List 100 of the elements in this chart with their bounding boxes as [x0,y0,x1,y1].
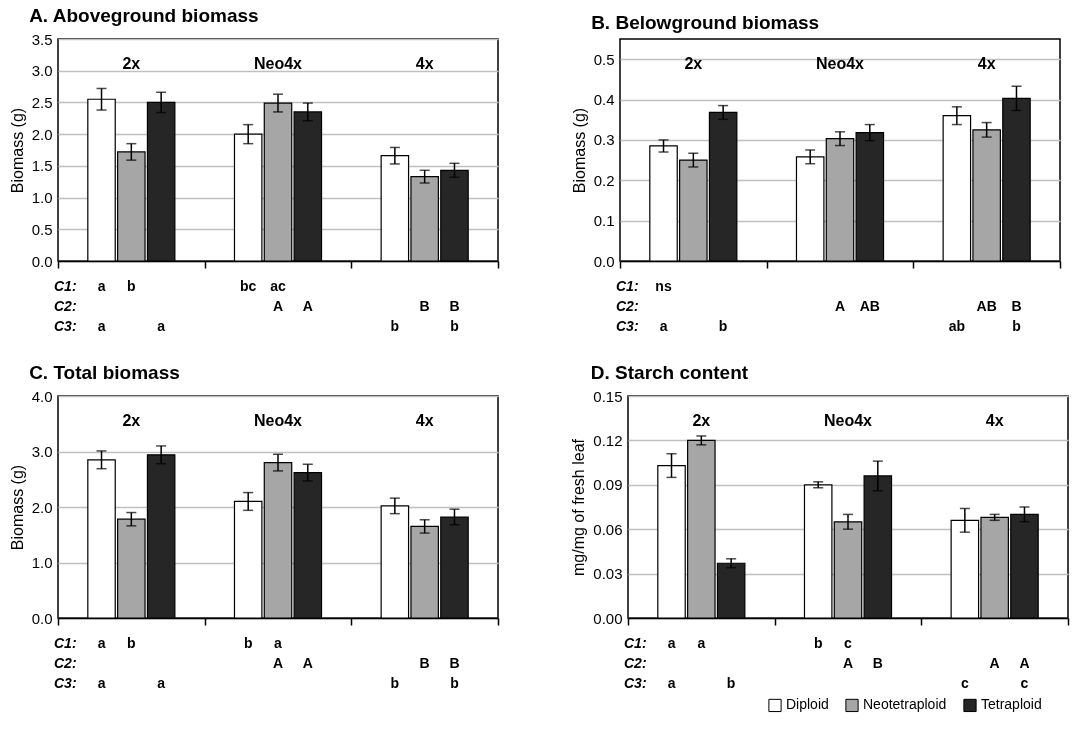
text: B [1011,298,1022,314]
y-tick-label: 4.0 [31,387,53,405]
y-tick-label: 0.1 [593,212,615,230]
y-axis-title: Biomass (g) [8,464,26,551]
legend-label: Diploid [786,696,829,713]
x-tick-label: 4x [985,412,1004,429]
text: A [842,655,854,671]
x-tick-label: 4x [977,55,996,72]
chart-title: D. Starch content [590,362,749,383]
text: b [813,635,823,651]
text: a [667,675,676,691]
y-tick-label: 2.0 [31,125,53,143]
text: a [97,675,106,691]
x-tick-label: 2x [684,55,703,72]
text: a [697,635,706,651]
text: b [390,675,400,691]
legend-label: Neotetraploid [863,696,947,713]
chart-title: B. Belowground biomass [591,12,820,33]
y-tick-label: 3.0 [31,443,53,460]
text: ac [270,278,286,294]
y-tick-label: 1.5 [31,157,53,175]
text: B [449,298,460,314]
y-tick-label: 0.09 [593,476,623,494]
y-tick-label: 0.3 [593,131,615,149]
text: b [718,318,728,334]
text: a [157,675,166,691]
text: C3: [54,318,77,334]
text: A [302,655,313,671]
x-tick-label: 2x [692,412,711,429]
x-tick-label: Neo4x [823,412,873,429]
y-tick-label: 1.0 [31,189,53,207]
text: AB [859,298,880,314]
text: A [989,655,1000,671]
text: b [127,278,136,294]
legend-label: Tetraploid [981,696,1042,713]
text: a [97,278,106,294]
y-tick-label: 1.0 [31,554,53,571]
y-tick-label: 2.5 [31,93,53,111]
text: A [1019,655,1030,671]
text: AB [976,298,997,314]
x-tick-label: 4x [415,55,434,72]
y-axis-title: Biomass (g) [8,107,26,194]
text: C3: [624,675,647,691]
text: ns [655,278,672,294]
text: a [97,318,106,334]
x-tick-label: 2x [122,412,141,429]
y-tick-label: 0.0 [31,609,53,627]
text: C2: [616,298,639,314]
text: A [834,298,846,314]
text: B [449,655,460,671]
text: B [419,655,430,671]
text: B [419,298,430,314]
text: A [272,298,284,314]
text: c [1020,675,1029,691]
y-tick-label: 3.0 [31,62,53,80]
x-tick-label: 4x [415,412,434,429]
y-tick-label: 0.0 [593,252,615,270]
y-tick-label: 0.4 [593,91,615,109]
y-tick-label: 3.5 [31,30,53,48]
text: C1: [54,278,77,294]
y-tick-label: 0.0 [31,252,53,270]
text: B [872,655,883,671]
y-tick-label: 0.15 [593,387,623,405]
text: a [157,318,166,334]
y-tick-label: 0.00 [593,609,623,627]
text: C2: [54,655,77,671]
y-tick-label: 2.0 [31,498,53,516]
chart-title: A. Aboveground biomass [29,5,259,26]
text: C1: [54,635,77,651]
text: a [659,318,668,334]
text: a [274,635,283,651]
text: c [960,675,969,691]
text: A [302,298,313,314]
text: b [243,635,253,651]
x-tick-label: Neo4x [253,412,303,429]
text: b [726,675,736,691]
x-tick-label: Neo4x [253,55,303,72]
text: b [450,675,459,691]
y-axis-title: Biomass (g) [570,107,588,194]
text: C3: [616,318,639,334]
y-tick-label: 0.03 [593,565,623,583]
text: a [97,635,106,651]
text: b [127,635,136,651]
text: b [450,318,459,334]
text: c [844,635,853,651]
y-tick-label: 0.5 [593,50,615,68]
x-tick-label: 2x [122,55,141,72]
text: b [1012,318,1021,334]
text: C3: [54,675,77,691]
y-tick-label: 0.12 [593,431,623,449]
text: A [272,655,284,671]
text: bc [240,278,257,294]
y-tick-label: 0.06 [593,520,623,538]
chart-title: C. Total biomass [29,362,180,383]
y-tick-label: 0.5 [31,220,53,238]
text: b [390,318,400,334]
y-tick-label: 0.2 [593,171,615,189]
text: ab [948,318,966,334]
text: a [667,635,676,651]
text: C2: [624,655,647,671]
